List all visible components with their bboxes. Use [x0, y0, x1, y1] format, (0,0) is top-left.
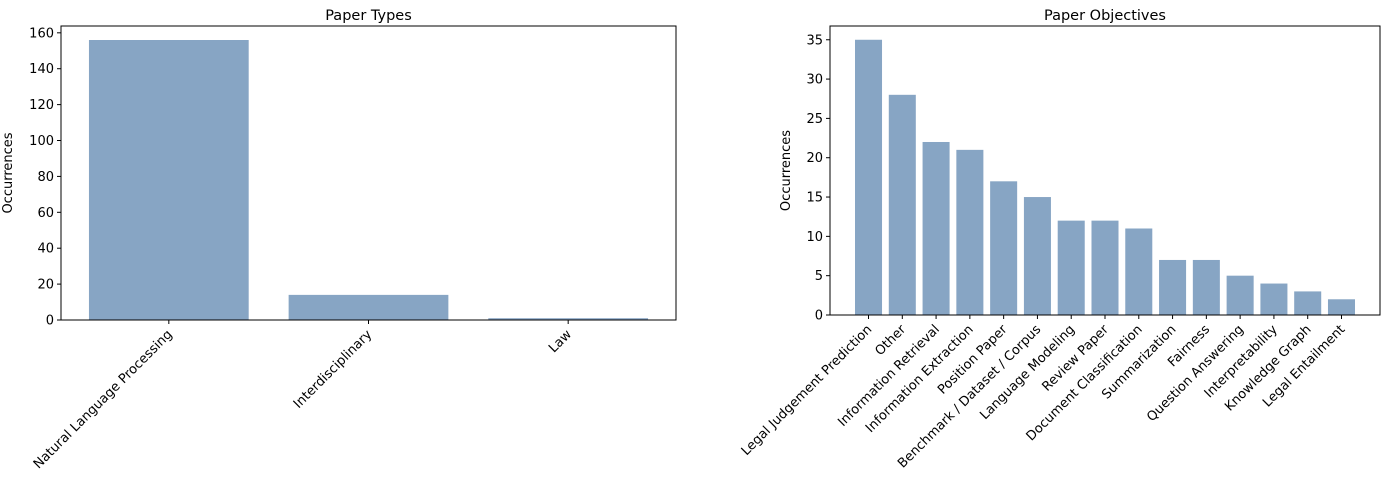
bar — [1260, 283, 1288, 315]
y-tick-label: 5 — [815, 269, 823, 284]
y-tick-label: 140 — [29, 62, 54, 77]
chart-title: Paper Objectives — [1044, 8, 1166, 24]
x-tick-label: Legal Judgement Prediction — [739, 322, 876, 459]
bar — [990, 181, 1018, 315]
y-tick-label: 0 — [815, 309, 823, 324]
bar — [1057, 220, 1085, 315]
y-axis-label: Occurrences — [779, 130, 794, 211]
y-tick-label: 40 — [37, 242, 54, 257]
bar — [922, 141, 950, 315]
bar — [1023, 197, 1051, 315]
y-tick-label: 0 — [46, 314, 54, 329]
bar — [88, 40, 249, 320]
y-tick-label: 20 — [806, 151, 823, 166]
chart-1: 0 5 10 15 20 25 30 35 Legal Judgement Prediction… — [739, 8, 1381, 471]
bar — [888, 94, 916, 315]
x-tick-label: Interdisciplinary — [291, 327, 376, 412]
y-tick-label: 10 — [806, 230, 823, 245]
bar — [855, 39, 883, 316]
bar — [1192, 259, 1220, 315]
y-tick-label: 25 — [806, 112, 823, 127]
bar — [488, 318, 649, 320]
y-tick-label: 160 — [29, 26, 54, 41]
y-tick-label: 60 — [37, 206, 54, 221]
bar — [1125, 228, 1153, 315]
y-tick-label: 35 — [806, 33, 823, 48]
y-tick-label: 20 — [37, 278, 54, 293]
y-tick-label: 15 — [806, 191, 823, 206]
x-tick-label: Natural Language Processing — [31, 327, 176, 472]
y-tick-label: 30 — [806, 73, 823, 88]
bar — [1294, 291, 1322, 315]
y-axis-label: Occurrences — [1, 132, 16, 213]
x-tick-label: Law — [546, 327, 575, 356]
bar — [956, 149, 984, 315]
bar — [1091, 220, 1119, 315]
bar — [1159, 259, 1187, 315]
bar — [1226, 275, 1254, 315]
chart-0: 0 20 40 60 80 100 120 140 160 Natural Language Pr… — [1, 8, 677, 472]
y-tick-label: 100 — [29, 134, 54, 149]
chart-title: Paper Types — [325, 8, 412, 24]
bar — [1327, 299, 1355, 315]
y-tick-label: 80 — [37, 170, 54, 185]
y-tick-label: 120 — [29, 98, 54, 113]
bar — [288, 294, 449, 320]
